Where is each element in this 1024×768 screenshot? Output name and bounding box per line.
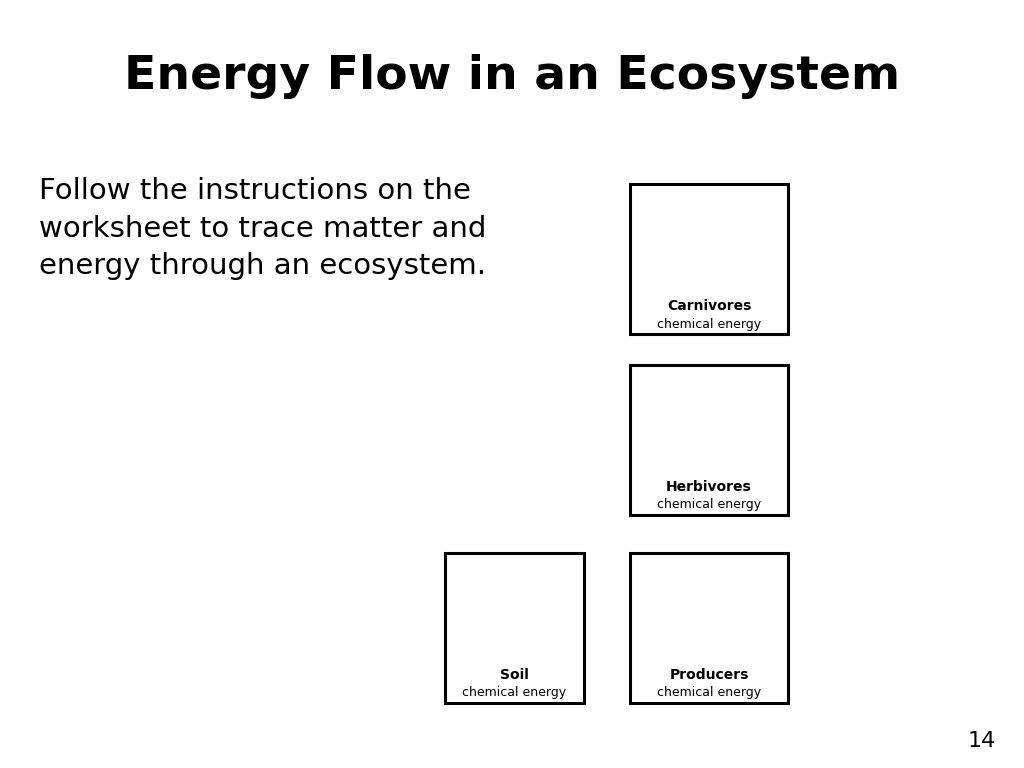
- Bar: [630, 365, 788, 515]
- Text: chemical energy: chemical energy: [463, 687, 566, 700]
- Text: chemical energy: chemical energy: [657, 318, 761, 331]
- Text: Carnivores: Carnivores: [667, 300, 752, 313]
- Text: Follow the instructions on the
worksheet to trace matter and
energy through an e: Follow the instructions on the worksheet…: [39, 177, 486, 280]
- Text: Energy Flow in an Ecosystem: Energy Flow in an Ecosystem: [124, 54, 900, 99]
- Text: chemical energy: chemical energy: [657, 687, 761, 700]
- Bar: [630, 553, 788, 703]
- Text: 14: 14: [967, 731, 995, 751]
- Text: chemical energy: chemical energy: [657, 498, 761, 511]
- Text: Herbivores: Herbivores: [667, 480, 752, 494]
- Bar: [630, 184, 788, 334]
- Text: Soil: Soil: [500, 668, 529, 682]
- Bar: [445, 553, 584, 703]
- Text: Producers: Producers: [670, 668, 749, 682]
